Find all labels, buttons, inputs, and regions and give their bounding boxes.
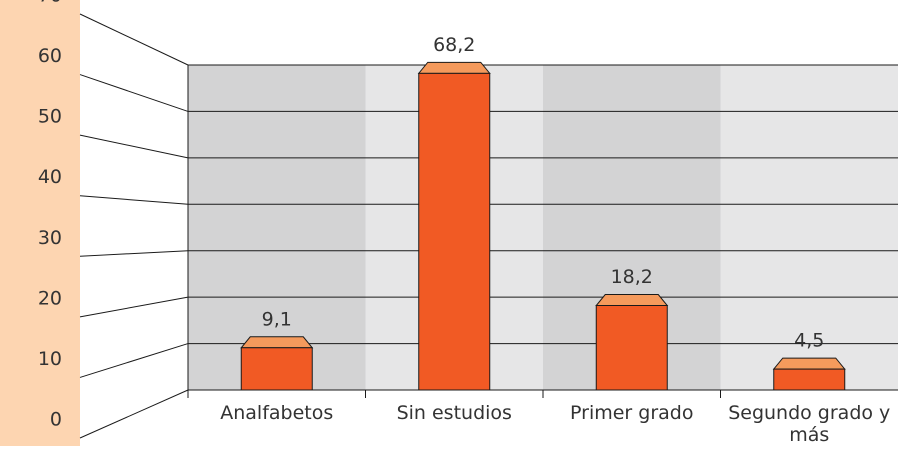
y-tick-label: 10 xyxy=(38,348,62,370)
bar-cap xyxy=(419,62,490,73)
bar-cap xyxy=(774,358,845,369)
side-grid-line xyxy=(80,135,188,158)
side-grid-line xyxy=(80,390,188,438)
y-tick-label: 20 xyxy=(38,287,62,309)
side-grid-line xyxy=(80,344,188,378)
value-label: 9,1 xyxy=(262,308,292,330)
x-tick-label: Primer grado xyxy=(547,402,717,424)
side-grid-line xyxy=(80,297,188,317)
side-grid-line xyxy=(80,251,188,257)
x-tick-label: Analfabetos xyxy=(192,402,362,424)
chart: 0 10 20 30 40 50 60 70 9,1 68,2 18,2 4,5 xyxy=(0,0,898,457)
chart-container: 0 10 20 30 40 50 60 70 9,1 68,2 18,2 4,5 Analfabeto… xyxy=(0,0,898,457)
y-tick-label: 50 xyxy=(38,106,62,128)
value-label: 68,2 xyxy=(433,34,475,56)
bar xyxy=(774,369,845,390)
y-tick-label: 30 xyxy=(38,227,62,249)
bar-cap xyxy=(596,295,667,306)
bar-cap xyxy=(241,337,312,348)
side-grid-line xyxy=(80,75,188,112)
value-label: 18,2 xyxy=(611,266,653,288)
x-tick-label: Sin estudios xyxy=(369,402,539,424)
value-label: 4,5 xyxy=(794,330,824,352)
bar xyxy=(596,306,667,391)
side-grid-line xyxy=(80,196,188,205)
y-tick-label: 0 xyxy=(50,409,62,431)
bar xyxy=(419,73,490,390)
side-grid-line xyxy=(80,14,188,65)
x-tick-label: Segundo grado y más xyxy=(724,402,894,446)
y-tick-label: 60 xyxy=(38,45,62,67)
bar xyxy=(241,348,312,390)
y-tick-label: 40 xyxy=(38,166,62,188)
y-tick-label: 70 xyxy=(38,0,62,7)
